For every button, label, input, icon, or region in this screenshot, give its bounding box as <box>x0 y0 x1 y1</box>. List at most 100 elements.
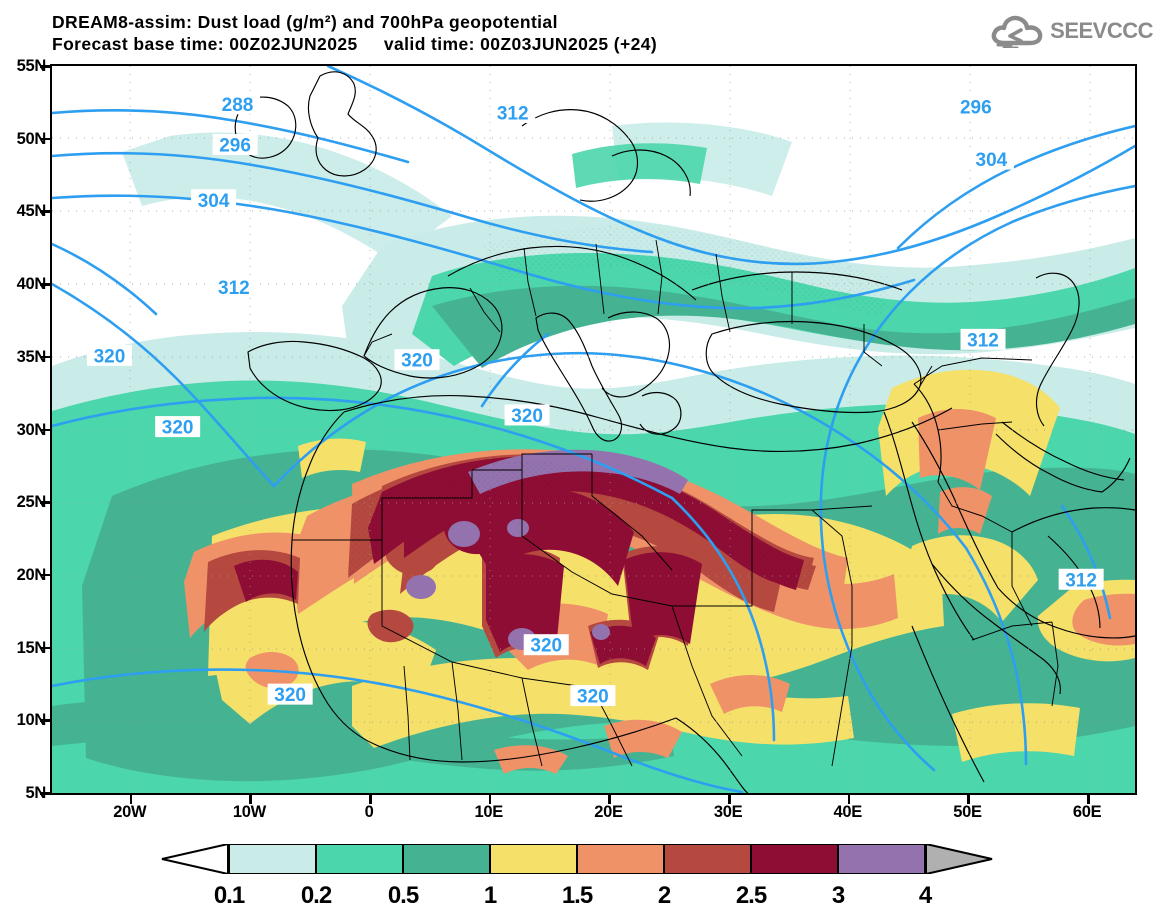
y-tick-label: 35N <box>16 347 47 366</box>
y-tick-mark <box>40 355 50 359</box>
y-tick-label: 5N <box>25 784 47 802</box>
contour-label: 312 <box>497 104 529 125</box>
x-tick-mark <box>488 795 492 804</box>
chart-title-line1: DREAM8-assim: Dust load (g/m²) and 700hP… <box>52 12 558 32</box>
x-tick-label: 10W <box>232 803 266 821</box>
y-tick-mark <box>40 283 50 286</box>
country-borders <box>292 239 1059 767</box>
colorbar-tick-label: 2 <box>657 882 671 909</box>
dust-band-3 <box>406 449 688 650</box>
contour-label-bg <box>504 404 550 426</box>
contour-label: 320 <box>530 636 562 657</box>
seevccc-logo: SEEVCCC <box>991 14 1153 48</box>
y-tick-label: 25N <box>16 493 47 512</box>
y-tick-label: 20N <box>16 565 47 584</box>
colorbar-tick-label: 1.5 <box>561 882 593 909</box>
x-tick-mark <box>967 795 970 804</box>
contour-label-bg <box>214 93 260 115</box>
y-tick-mark <box>40 137 50 141</box>
contour-label-bg <box>570 685 616 707</box>
x-tick-mark <box>129 795 133 804</box>
contour-label: 320 <box>162 418 194 439</box>
x-tick-label: 50E <box>953 803 982 821</box>
colorbar-segments[interactable] <box>229 844 925 874</box>
colorbar-tick-label: 3 <box>831 882 845 909</box>
colorbar-segment[interactable] <box>403 844 490 874</box>
x-tick-mark <box>847 795 851 804</box>
chart-title-line2: Forecast base time: 00Z02JUN2025 valid t… <box>52 34 658 54</box>
contour-label: 320 <box>401 351 433 372</box>
contour-label: 312 <box>1065 570 1097 591</box>
contour-label: 296 <box>219 136 251 157</box>
colorbar-segment[interactable] <box>316 844 403 874</box>
x-tick-mark <box>728 795 731 804</box>
x-tick-label: 30E <box>713 803 743 821</box>
y-tick-label: 55N <box>16 57 47 75</box>
map-container[interactable]: 288 296 304 312 296 304 312 312 320 320 320 320 320 3… <box>17 57 1137 821</box>
y-tick-label: 15N <box>16 638 47 657</box>
y-tick-mark <box>40 646 50 650</box>
colorbar-segment[interactable] <box>751 844 838 874</box>
contour-label: 320 <box>94 346 126 367</box>
contour-label: 296 <box>960 98 992 119</box>
colorbar-segment[interactable] <box>229 844 316 874</box>
y-tick-label: 50N <box>16 129 47 148</box>
colorbar-segment[interactable] <box>490 844 577 874</box>
x-tick-mark <box>249 795 252 804</box>
colorbar-segment[interactable] <box>838 844 925 874</box>
contour-label: 304 <box>198 191 230 212</box>
y-tick-label: 45N <box>16 202 47 221</box>
colorbar-tick-label: 2.5 <box>735 882 767 909</box>
contour-label-bg <box>394 349 440 371</box>
x-tick-label: 20E <box>594 803 623 821</box>
x-tick-mark <box>369 795 372 804</box>
x-tick-label: 0 <box>364 803 374 821</box>
colorbar-over-arrow <box>925 844 993 874</box>
contour-label-bg <box>267 683 313 705</box>
colorbar[interactable]: 0.1 0.2 0.5 1 1.5 2 2.5 3 4 <box>0 840 1165 909</box>
logo-text: SEEVCCC <box>1050 18 1153 43</box>
colorbar-tick-label: 0.1 <box>213 882 245 909</box>
contour-label-bg <box>211 276 257 298</box>
contour-label-bg <box>155 416 201 438</box>
y-tick-mark <box>40 65 50 68</box>
y-tick-mark <box>40 428 50 431</box>
x-tick-mark <box>608 795 611 804</box>
colorbar-under-arrow <box>161 844 229 874</box>
header: DREAM8-assim: Dust load (g/m²) and 700hP… <box>0 0 1165 62</box>
x-tick-mark <box>1087 795 1090 804</box>
colorbar-segment[interactable] <box>664 844 751 874</box>
texture-overlay <box>348 227 892 590</box>
contour-label-bg <box>191 189 237 211</box>
y-tick-label: 40N <box>16 275 47 294</box>
contour-label-bg <box>523 634 569 656</box>
colorbar-tick-label: 4 <box>918 882 932 909</box>
contour-label-bg <box>86 344 132 366</box>
contour-label: 320 <box>577 687 609 708</box>
y-tick-mark <box>40 573 50 577</box>
contour-label: 288 <box>222 95 254 116</box>
x-tick-label: 20W <box>113 803 147 821</box>
cloud-wind-icon <box>991 15 1043 48</box>
colorbar-tick-label: 0.5 <box>387 882 419 909</box>
contour-labels: 288 296 304 312 296 304 312 312 320 320 320 320 320 3… <box>86 93 1104 708</box>
map-frame[interactable]: 288 296 304 312 296 304 312 312 320 320 320 320 320 3… <box>50 64 1137 795</box>
contour-label-bg <box>212 134 258 156</box>
contour-label-bg <box>490 102 536 124</box>
contour-label-bg <box>960 328 1006 350</box>
title-block: DREAM8-assim: Dust load (g/m²) and 700hP… <box>52 11 657 55</box>
y-tick-mark <box>40 501 50 504</box>
colorbar-segment[interactable] <box>577 844 664 874</box>
y-tick-label: 10N <box>16 711 47 730</box>
y-tick-mark <box>40 719 50 722</box>
y-tick-mark <box>40 792 50 795</box>
contour-label: 312 <box>218 278 250 299</box>
y-tick-mark <box>40 210 50 213</box>
colorbar-tick-label: 0.2 <box>300 882 332 909</box>
contour-label: 320 <box>274 685 306 706</box>
contour-label: 304 <box>976 150 1008 171</box>
contour-label: 320 <box>511 406 543 427</box>
colorbar-tick-label: 1 <box>483 882 497 909</box>
x-tick-label: 10E <box>474 803 504 821</box>
y-tick-label: 30N <box>16 420 47 439</box>
